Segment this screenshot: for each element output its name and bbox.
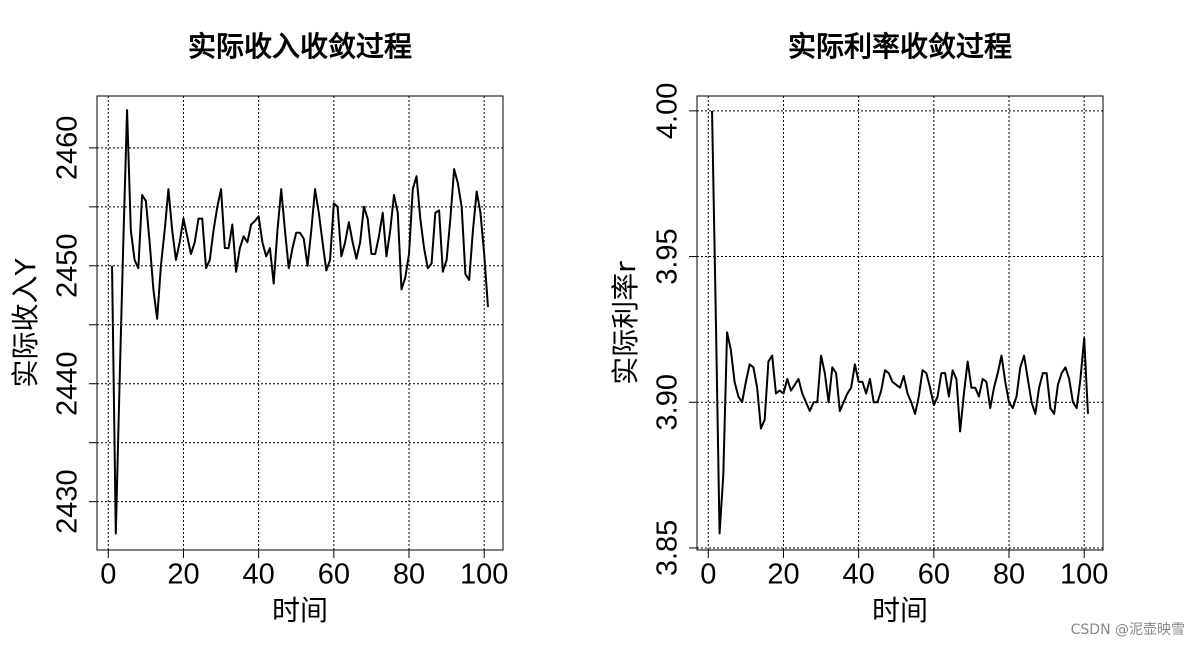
chart-title: 实际利率收敛过程 — [788, 30, 1012, 63]
x-tick-label: 100 — [460, 559, 508, 591]
x-tick-label: 0 — [100, 559, 116, 591]
x-tick-label: 60 — [918, 559, 950, 591]
x-tick-label: 20 — [767, 559, 799, 591]
y-tick-label: 2460 — [52, 116, 84, 181]
x-tick-label: 60 — [318, 559, 350, 591]
y-tick-label: 2430 — [52, 469, 84, 534]
x-tick-label: 20 — [167, 559, 199, 591]
plot-box — [96, 95, 504, 551]
x-tick-label: 0 — [700, 559, 716, 591]
x-tick-label: 80 — [393, 559, 425, 591]
chart-title: 实际收入收敛过程 — [188, 30, 412, 63]
y-tick-label: 3.85 — [652, 520, 684, 576]
watermark: CSDN @泥壶映雪 — [1071, 622, 1185, 638]
y-tick-label: 2450 — [52, 234, 84, 299]
y-tick-label: 4.00 — [652, 83, 684, 139]
x-axis-label: 时间 — [872, 594, 928, 627]
y-tick-label: 2440 — [52, 351, 84, 416]
data-line — [711, 110, 1089, 535]
x-tick-label: 40 — [843, 559, 875, 591]
x-tick-label: 40 — [243, 559, 275, 591]
x-tick-label: 80 — [993, 559, 1025, 591]
x-axis-label: 时间 — [272, 594, 328, 627]
data-line — [111, 109, 489, 535]
y-tick-label: 3.90 — [652, 374, 684, 430]
y-tick-label: 3.95 — [652, 228, 684, 284]
plot-box — [696, 95, 1104, 551]
x-tick-label: 100 — [1060, 559, 1108, 591]
y-axis-label: 实际利率r — [609, 261, 642, 385]
y-axis-label: 实际收入Y — [9, 258, 42, 388]
